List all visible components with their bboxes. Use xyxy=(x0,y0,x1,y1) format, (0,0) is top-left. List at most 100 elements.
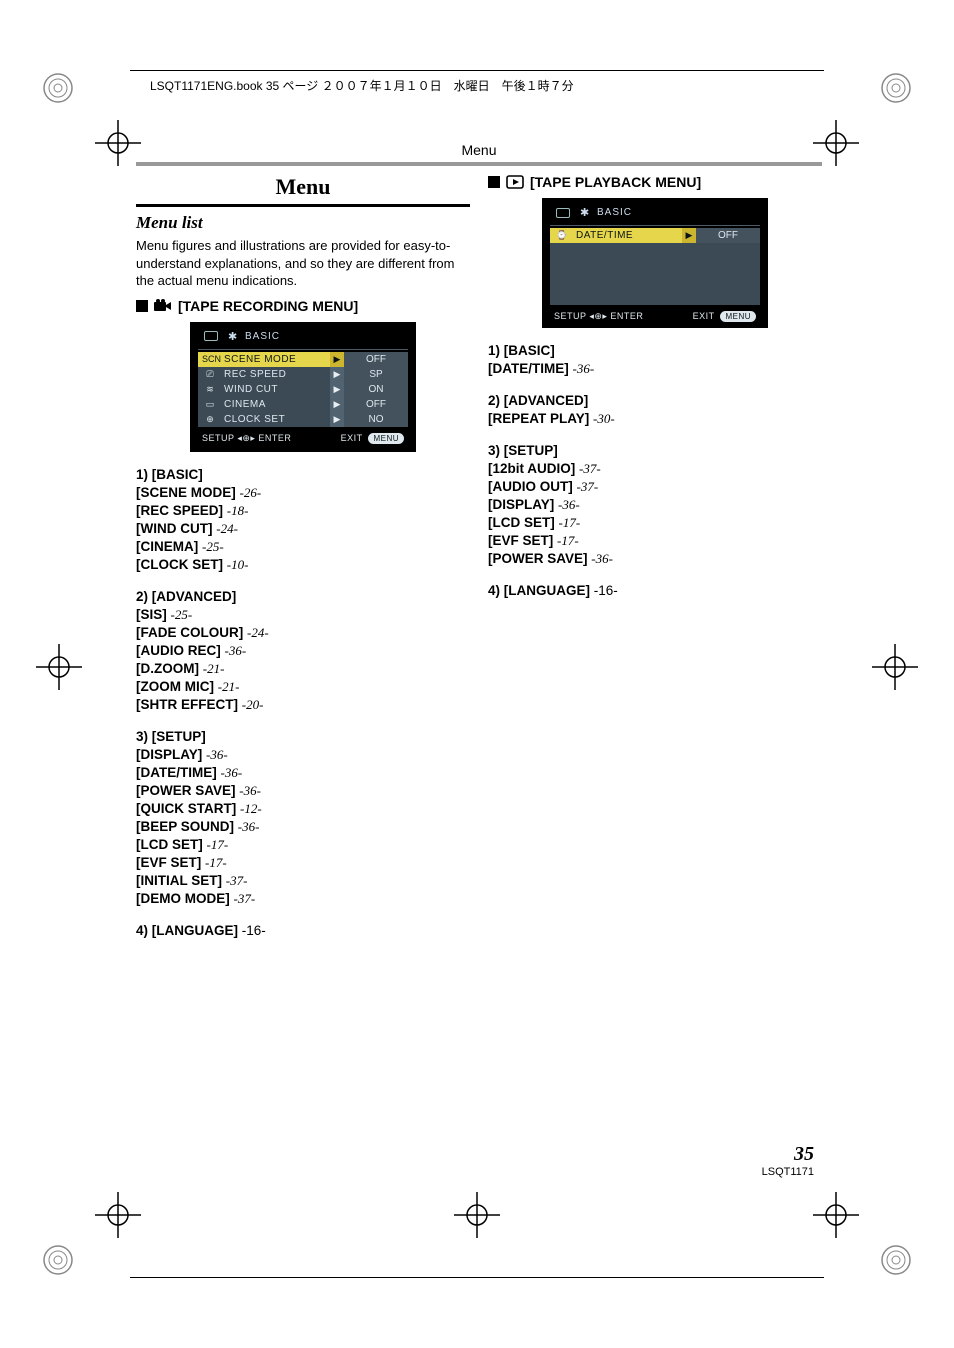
lcd-row: ≋ WIND CUT ▶ON xyxy=(198,382,408,397)
menu-item: [CINEMA] -25- xyxy=(136,538,470,556)
menu-group: 1) [BASIC][DATE/TIME] -36- xyxy=(488,342,822,378)
play-icon xyxy=(506,175,524,190)
bullet-square-icon xyxy=(136,300,148,312)
stick-icon: ✱ xyxy=(580,206,587,219)
menu-item: [DISPLAY] -36- xyxy=(136,746,470,764)
footer-rule xyxy=(130,1277,824,1278)
lcd-footer: SETUP ◂⊕▸ ENTER EXIT MENU xyxy=(550,305,760,322)
stick-icon: ✱ xyxy=(228,330,235,343)
menu-group: 3) [SETUP][DISPLAY] -36-[DATE/TIME] -36-… xyxy=(136,728,470,908)
arrow-icon: ▶ xyxy=(330,382,344,397)
playback-heading: [TAPE PLAYBACK MENU] xyxy=(488,174,822,190)
lcd-playback: ✱ BASIC ⌚DATE/TIME▶OFF SETUP ◂⊕▸ ENTER E… xyxy=(542,198,768,328)
arrow-icon: ▶ xyxy=(330,352,344,367)
header-meta-text: LSQT1171ENG.book 35 ページ ２００７年１月１０日 水曜日 午… xyxy=(150,77,574,94)
row-label: CLOCK SET xyxy=(224,414,285,425)
menu-pill: MENU xyxy=(368,433,404,444)
menu-item: [REC SPEED] -18- xyxy=(136,502,470,520)
lcd-rows: ⌚DATE/TIME▶OFF xyxy=(550,226,760,305)
menu-item: [EVF SET] -17- xyxy=(136,854,470,872)
menu-item: [DISPLAY] -36- xyxy=(488,496,822,514)
row-icon: ≋ xyxy=(202,384,218,395)
row-value: OFF xyxy=(344,397,408,412)
row-label: SCENE MODE xyxy=(224,354,296,365)
page-number: 35 xyxy=(762,1143,814,1166)
menu-item: [CLOCK SET] -10- xyxy=(136,556,470,574)
lcd-top-label: BASIC xyxy=(597,207,632,218)
intro-text: Menu figures and illustrations are provi… xyxy=(136,237,470,290)
lcd-footer-left: SETUP ◂⊕▸ ENTER xyxy=(554,311,643,322)
arrow-icon: ▶ xyxy=(330,367,344,382)
row-label: WIND CUT xyxy=(224,384,278,395)
crosshair-icon xyxy=(872,644,918,690)
row-value: OFF xyxy=(344,352,408,367)
lcd-row: SCN SCENE MODE ▶OFF xyxy=(198,352,408,367)
registration-mark-icon xyxy=(40,70,76,106)
menu-group: 2) [ADVANCED][REPEAT PLAY] -30- xyxy=(488,392,822,428)
group-head: 4) [LANGUAGE] -16- xyxy=(488,582,822,600)
registration-mark-icon xyxy=(40,1242,76,1278)
lcd-row: ⌚DATE/TIME▶OFF xyxy=(550,228,760,243)
recording-groups: 1) [BASIC][SCENE MODE] -26-[REC SPEED] -… xyxy=(136,466,470,940)
left-column: Menu Menu list Menu figures and illustra… xyxy=(136,174,470,954)
menu-group: 4) [LANGUAGE] -16- xyxy=(136,922,470,940)
page-wrapper: LSQT1171ENG.book 35 ページ ２００７年１月１０日 水曜日 午… xyxy=(0,0,954,1348)
tape-icon xyxy=(204,331,218,341)
lcd-fill xyxy=(550,243,760,305)
menu-item: [REPEAT PLAY] -30- xyxy=(488,410,822,428)
group-head: 2) [ADVANCED] xyxy=(488,392,822,410)
arrow-icon: ▶ xyxy=(330,412,344,427)
menu-item: [QUICK START] -12- xyxy=(136,800,470,818)
crosshair-icon xyxy=(95,120,141,166)
lcd-top-row: ✱ BASIC xyxy=(198,328,408,350)
lcd-top-row: ✱ BASIC xyxy=(550,204,760,226)
lcd-footer-right: EXIT MENU xyxy=(693,311,756,322)
playback-groups: 1) [BASIC][DATE/TIME] -36-2) [ADVANCED][… xyxy=(488,342,822,600)
registration-mark-icon xyxy=(878,1242,914,1278)
recording-heading: [TAPE RECORDING MENU] xyxy=(136,298,470,314)
menu-item: [DATE/TIME] -36- xyxy=(136,764,470,782)
row-icon: SCN xyxy=(202,354,218,364)
row-icon: ⌚ xyxy=(554,230,570,241)
menu-item: [AUDIO OUT] -37- xyxy=(488,478,822,496)
row-icon: ▭ xyxy=(202,399,218,410)
camera-icon xyxy=(154,298,172,313)
menu-item: [FADE COLOUR] -24- xyxy=(136,624,470,642)
group-head: 3) [SETUP] xyxy=(488,442,822,460)
crosshair-icon xyxy=(454,1192,500,1238)
right-column: [TAPE PLAYBACK MENU] ✱ BASIC ⌚DATE/TIME▶… xyxy=(488,174,822,954)
menu-item: [BEEP SOUND] -36- xyxy=(136,818,470,836)
group-head: 2) [ADVANCED] xyxy=(136,588,470,606)
lcd-footer: SETUP ◂⊕▸ ENTER EXIT MENU xyxy=(198,427,408,444)
crosshair-icon xyxy=(95,1192,141,1238)
menu-item: [LCD SET] -17- xyxy=(488,514,822,532)
menu-group: 3) [SETUP][12bit AUDIO] -37-[AUDIO OUT] … xyxy=(488,442,822,568)
lcd-row: ⎚REC SPEED▶SP xyxy=(198,367,408,382)
menu-item: [AUDIO REC] -36- xyxy=(136,642,470,660)
lcd-rows: SCNSCENE MODE▶OFF⎚REC SPEED▶SP≋WIND CUT▶… xyxy=(198,350,408,427)
lcd-top-label: BASIC xyxy=(245,331,280,342)
group-head: 4) [LANGUAGE] -16- xyxy=(136,922,470,940)
bullet-square-icon xyxy=(488,176,500,188)
arrow-icon: ▶ xyxy=(682,228,696,243)
menu-item: [DEMO MODE] -37- xyxy=(136,890,470,908)
row-value: ON xyxy=(344,382,408,397)
menu-item: [D.ZOOM] -21- xyxy=(136,660,470,678)
menu-item: [LCD SET] -17- xyxy=(136,836,470,854)
playback-heading-label: [TAPE PLAYBACK MENU] xyxy=(530,174,701,190)
menu-item: [ZOOM MIC] -21- xyxy=(136,678,470,696)
page-number-block: 35 LSQT1171 xyxy=(762,1143,814,1178)
lcd-footer-right: EXIT MENU xyxy=(341,433,404,444)
main-title-rule xyxy=(136,204,470,207)
section-header: Menu xyxy=(136,142,822,158)
main-title: Menu xyxy=(136,174,470,200)
section-rule xyxy=(136,162,822,166)
menu-item: [EVF SET] -17- xyxy=(488,532,822,550)
columns: Menu Menu list Menu figures and illustra… xyxy=(136,174,822,954)
menu-item: [POWER SAVE] -36- xyxy=(488,550,822,568)
lcd-row: ▭CINEMA▶OFF xyxy=(198,397,408,412)
subtitle: Menu list xyxy=(136,213,470,233)
menu-group: 1) [BASIC][SCENE MODE] -26-[REC SPEED] -… xyxy=(136,466,470,574)
menu-item: [INITIAL SET] -37- xyxy=(136,872,470,890)
group-head: 1) [BASIC] xyxy=(488,342,822,360)
